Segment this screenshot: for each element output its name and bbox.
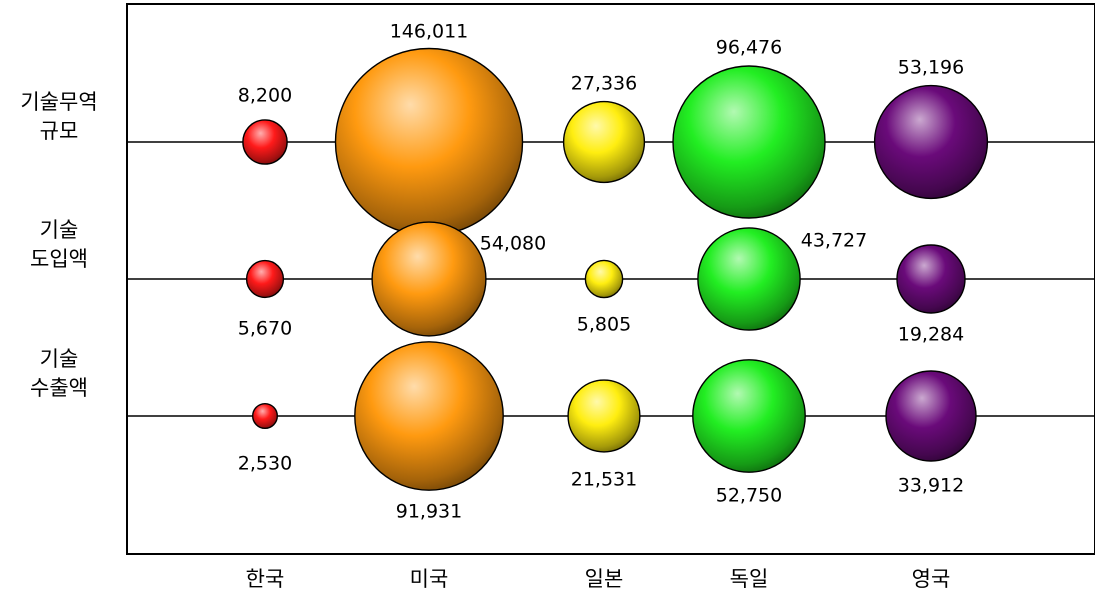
bubble-trade-scale-uk — [873, 84, 989, 200]
bubble-trade-scale-korea — [242, 119, 288, 165]
value-label-import-germany: 43,727 — [801, 230, 867, 252]
value-label-trade-scale-uk: 53,196 — [898, 57, 964, 79]
value-label-trade-scale-japan: 27,336 — [571, 73, 637, 95]
value-label-export-korea: 2,530 — [238, 453, 292, 475]
value-label-import-uk: 19,284 — [898, 324, 964, 346]
x-tick-usa: 미국 — [410, 567, 449, 591]
bubble-import-germany — [697, 227, 801, 331]
x-tick-japan: 일본 — [585, 567, 624, 591]
value-label-import-usa: 54,080 — [480, 233, 546, 255]
bubble-import-uk — [896, 244, 966, 314]
bubble-trade-scale-usa — [334, 47, 524, 237]
bubble-import-usa — [371, 221, 487, 337]
bubble-export-usa — [354, 341, 504, 491]
value-label-import-korea: 5,670 — [238, 318, 292, 340]
bubble-trade-scale-japan — [562, 100, 646, 184]
bubble-import-japan — [584, 259, 624, 299]
bubble-export-korea — [251, 403, 278, 430]
value-label-trade-scale-korea: 8,200 — [238, 85, 292, 107]
bubble-trade-scale-germany — [672, 65, 826, 219]
value-label-export-usa: 91,931 — [396, 501, 462, 523]
row-label-trade-scale: 기술무역 규모 — [20, 90, 98, 143]
bubble-import-korea — [245, 259, 285, 299]
bubble-export-uk — [885, 370, 977, 462]
row-label-export: 기술 수출액 — [30, 347, 88, 400]
x-tick-uk: 영국 — [912, 567, 951, 591]
value-label-export-uk: 33,912 — [898, 475, 964, 497]
bubble-export-germany — [692, 359, 806, 473]
bubble-export-japan — [567, 379, 641, 453]
x-tick-korea: 한국 — [246, 567, 285, 591]
value-label-trade-scale-germany: 96,476 — [716, 37, 782, 59]
value-label-export-japan: 21,531 — [571, 469, 637, 491]
x-tick-germany: 독일 — [730, 567, 769, 591]
value-label-export-germany: 52,750 — [716, 485, 782, 507]
row-label-import: 기술 도입액 — [30, 218, 88, 271]
value-label-import-japan: 5,805 — [577, 314, 631, 336]
value-label-trade-scale-usa: 146,011 — [390, 21, 469, 43]
